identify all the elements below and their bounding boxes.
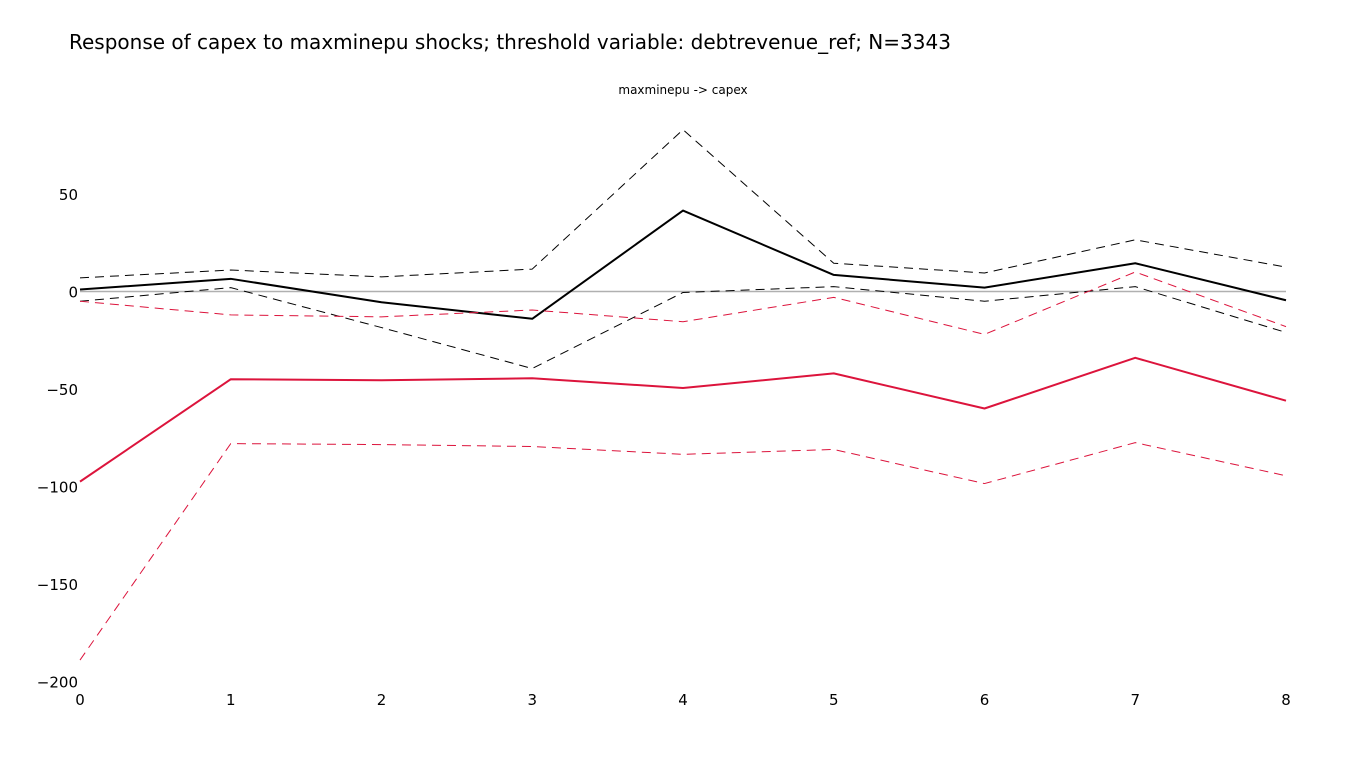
series-line-black-dashed-1 [79,129,1287,279]
y-tick-label: −150 [37,576,78,594]
x-tick-label: 0 [75,691,85,709]
x-tick-label: 6 [980,691,990,709]
series-line-red-solid-3 [79,356,1287,483]
y-tick-label: 0 [68,284,78,302]
x-tick-label: 2 [377,691,387,709]
x-tick-label: 1 [226,691,236,709]
y-tick-label: −50 [46,381,78,399]
y-tick-label: 50 [59,186,78,204]
chart-subtitle: maxminepu -> capex [618,83,748,97]
x-tick-label: 7 [1130,691,1140,709]
series-line-black-dashed-2 [79,286,1287,370]
chart-title: Response of capex to maxminepu shocks; t… [69,30,951,54]
y-tick-label: −200 [37,674,78,692]
series-line-red-dashed-5 [79,442,1287,661]
series-line-black-solid-0 [79,209,1287,320]
x-tick-label: 8 [1281,691,1291,709]
x-tick-label: 4 [678,691,688,709]
y-tick-label: −100 [37,479,78,497]
x-tick-label: 3 [527,691,537,709]
x-tick-label: 5 [829,691,839,709]
series-line-red-dashed-4 [79,271,1287,335]
